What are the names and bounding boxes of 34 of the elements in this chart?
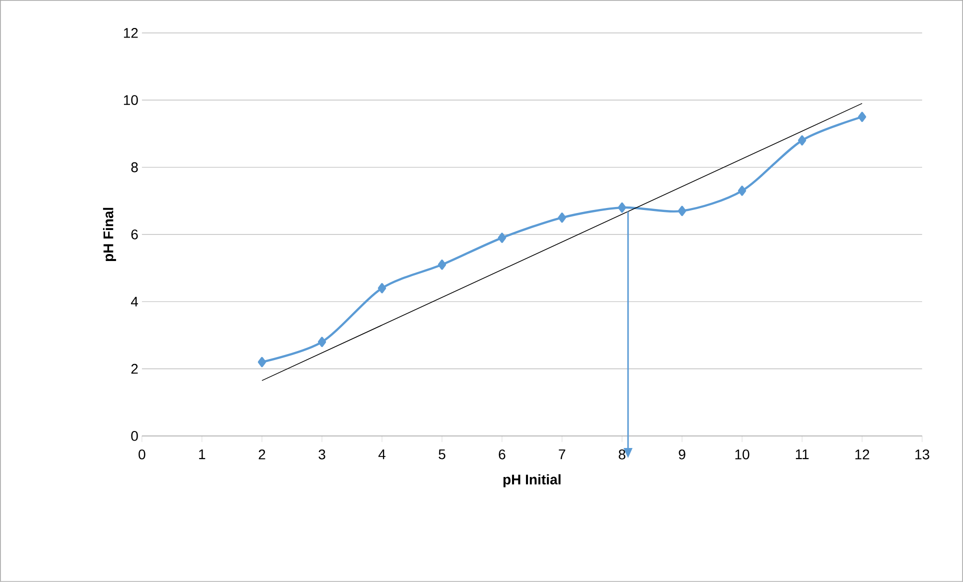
y-tick-label: 8 [131, 162, 138, 172]
y-tick-label: 12 [124, 28, 138, 38]
point [798, 135, 806, 146]
y-tick-label: 4 [130, 296, 138, 306]
y-tick-label: 0 [131, 431, 138, 441]
x-tick-label: 9 [678, 450, 686, 460]
point [438, 260, 446, 270]
y-tick-label: 10 [124, 95, 138, 106]
x-tick-label: 1 [199, 450, 206, 460]
x-tick-label: 4 [378, 450, 386, 460]
x-axis-title: pH Initial [503, 474, 560, 488]
x-tick-label: 6 [498, 450, 506, 460]
y-tick-label: 2 [131, 364, 138, 374]
x-tick-label: 12 [855, 450, 870, 460]
point [738, 186, 746, 196]
x-tick-label: 7 [558, 450, 566, 460]
point [258, 357, 266, 368]
point [318, 336, 326, 348]
point [558, 212, 566, 223]
point [618, 202, 626, 213]
x-tick-label: 13 [915, 450, 930, 460]
x-tick-label: 11 [796, 450, 809, 460]
point [858, 112, 866, 122]
point [678, 206, 686, 216]
y-tick-label: 6 [131, 230, 138, 240]
x-tick-label: 10 [735, 450, 750, 460]
point [378, 283, 386, 294]
x-tick-label: 8 [618, 450, 626, 460]
x-tick-label: 0 [138, 450, 146, 460]
point [498, 232, 506, 243]
x-tick-label: 3 [318, 450, 326, 460]
x-tick-label: 2 [258, 450, 266, 460]
y-axis-title: pH Final [103, 208, 116, 262]
x-tick-label: 5 [438, 450, 446, 460]
